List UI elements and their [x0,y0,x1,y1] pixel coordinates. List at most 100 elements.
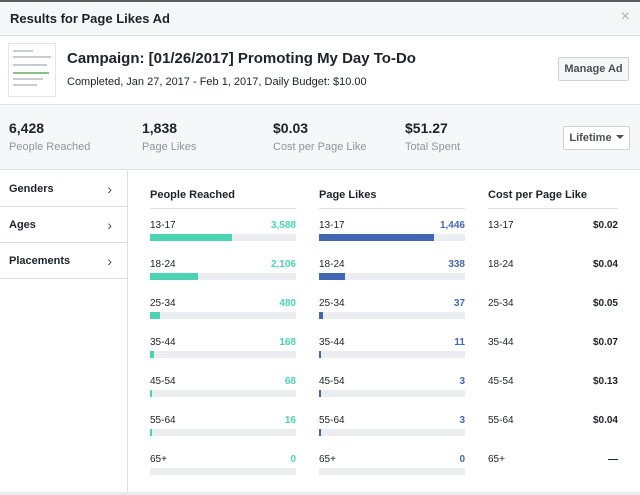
age-range-label: 25-34 [488,298,514,309]
bar-fill [319,429,321,436]
bar-track [319,312,465,319]
age-range-label: 35-44 [319,337,345,348]
breakdown-row: 65+ — [488,454,618,476]
bar-track [150,390,296,397]
bar-track [319,468,465,475]
dialog-title-bar: Results for Page Likes Ad × [0,2,640,36]
breakdown-row: 55-64 3 [319,415,465,437]
age-range-label: 25-34 [319,298,345,309]
age-range-label: 13-17 [488,220,514,231]
breakdown-row: 18-24 $0.04 [488,259,618,281]
age-range-label: 35-44 [150,337,176,348]
age-range-label: 45-54 [488,376,514,387]
age-range-label: 18-24 [150,259,176,270]
bar-fill [150,273,199,280]
bar-track [150,468,296,475]
age-range-label: 13-17 [150,220,176,231]
stat-value: $51.27 [405,120,448,136]
summary-stats: 6,428 People Reached 1,838 Page Likes $0… [0,106,640,170]
bar-track [319,351,465,358]
bar-fill [150,390,152,397]
stat-total-spent: $51.27 Total Spent [405,120,460,153]
row-value: 338 [448,259,465,270]
column-header: People Reached [150,189,235,201]
stat-label: Total Spent [405,141,461,153]
chevron-right-icon: › [107,253,112,269]
age-range-label: 55-64 [150,415,176,426]
breakdown-row: 35-44 168 [150,337,296,359]
breakdown-row: 13-17 $0.02 [488,220,618,242]
row-value: 3 [459,376,465,387]
campaign-header: Campaign: [01/26/2017] Promoting My Day … [0,37,640,105]
row-value: $0.02 [592,220,618,231]
breakdown-row: 35-44 11 [319,337,465,359]
age-range-label: 65+ [319,454,336,465]
breakdown-row: 35-44 $0.07 [488,337,618,359]
sidebar-item-label: Placements [9,255,71,267]
breakdown-row: 45-54 68 [150,376,296,398]
stat-cost-per-like: $0.03 Cost per Page Like [273,120,367,153]
breakdown-row: 65+ 0 [150,454,296,476]
top-border [0,0,640,2]
bar-fill [150,351,154,358]
age-range-label: 65+ [488,454,505,465]
row-value: 68 [284,376,296,387]
row-value: 11 [454,337,465,348]
stat-page-likes: 1,838 Page Likes [142,120,196,153]
breakdown-row: 55-64 16 [150,415,296,437]
bar-track [150,351,296,358]
age-range-label: 18-24 [488,259,514,270]
breakdown-row: 25-34 $0.05 [488,298,618,320]
breakdown-row: 45-54 3 [319,376,465,398]
stat-value: 6,428 [9,120,45,136]
chevron-right-icon: › [107,217,112,233]
age-breakdown-panel: People Reached 13-17 3,588 18-24 2,106 25-34… [129,171,640,495]
row-value: $0.13 [592,376,618,387]
bar-track [319,429,465,436]
bar-fill [319,351,321,358]
row-value: $0.04 [592,259,618,270]
stat-label: Page Likes [142,141,197,153]
age-range-label: 55-64 [488,415,514,426]
bar-fill [319,312,323,319]
age-range-label: 55-64 [319,415,345,426]
chevron-right-icon: › [107,181,112,197]
bar-fill [319,234,435,241]
ad-thumbnail [8,43,56,97]
column-header: Page Likes [319,189,377,201]
stat-value: $0.03 [273,120,309,136]
stat-label: Cost per Page Like [273,141,367,153]
row-value: 168 [279,337,296,348]
age-range-label: 18-24 [319,259,345,270]
sidebar-item-placements[interactable]: Placements › [0,243,127,279]
age-range-label: 25-34 [150,298,176,309]
row-value: 1,446 [439,220,465,231]
sidebar-item-ages[interactable]: Ages › [0,207,127,243]
bar-fill [150,234,232,241]
breakdown-row: 45-54 $0.13 [488,376,618,398]
age-range-label: 35-44 [488,337,514,348]
row-value: $0.04 [592,415,618,426]
bottom-border [0,492,640,495]
bar-fill [150,312,161,319]
column-header: Cost per Page Like [488,189,588,201]
lifetime-label: Lifetime [569,132,612,144]
row-value: 480 [279,298,296,309]
bar-track [319,273,465,280]
breakdown-row: 13-17 3,588 [150,220,296,242]
stat-people-reached: 6,428 People Reached [9,120,90,153]
bar-track [150,234,296,241]
close-icon[interactable]: × [620,8,630,25]
bar-fill [319,390,321,397]
lifetime-dropdown[interactable]: Lifetime [563,126,630,150]
age-range-label: 65+ [150,454,167,465]
breakdown-row: 13-17 1,446 [319,220,465,242]
row-value: $0.07 [592,337,618,348]
breakdown-row: 18-24 2,106 [150,259,296,281]
sidebar-item-genders[interactable]: Genders › [0,171,127,207]
manage-ad-button[interactable]: Manage Ad [558,57,629,81]
row-value: 0 [459,454,465,465]
caret-down-icon [615,135,624,139]
row-value: 2,106 [270,259,296,270]
breakdown-sidebar: Genders › Ages › Placements › [0,171,128,495]
